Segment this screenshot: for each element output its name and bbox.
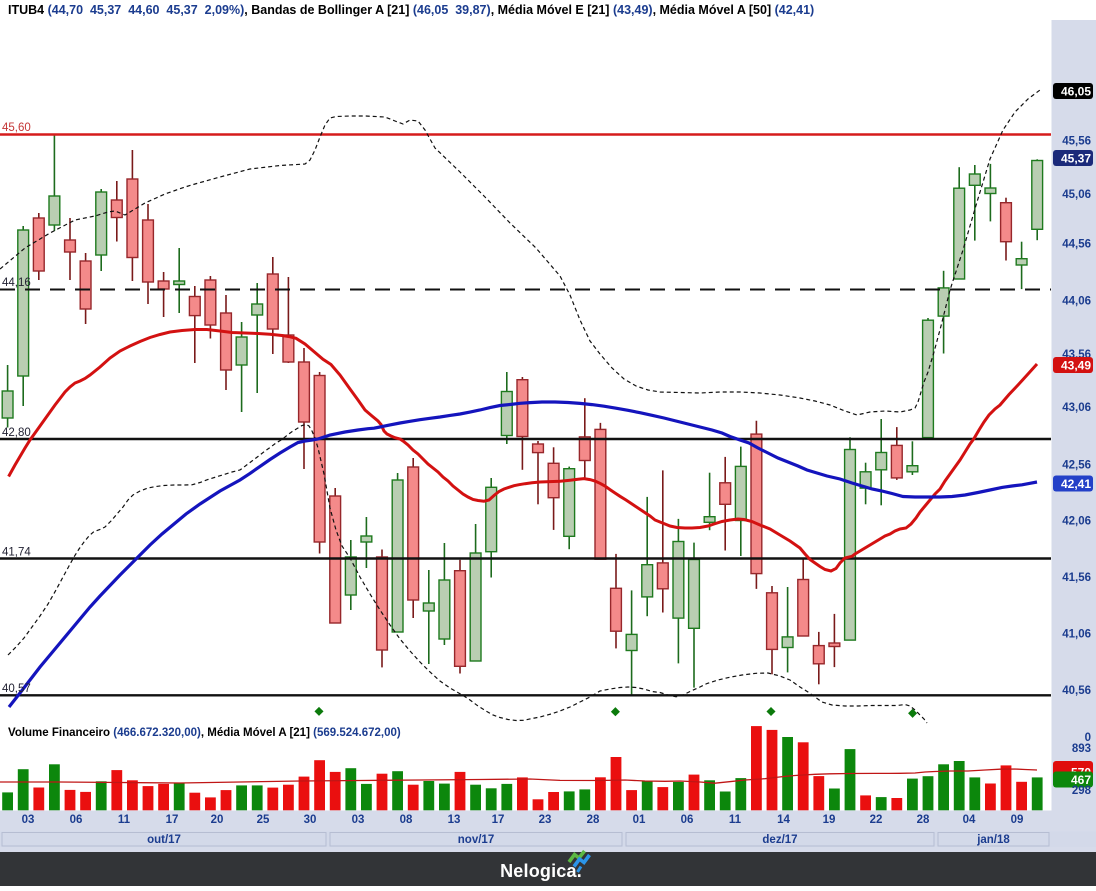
svg-text:11: 11 <box>729 814 742 826</box>
svg-text:13: 13 <box>448 814 461 826</box>
svg-text:Nelogica.: Nelogica. <box>500 861 582 881</box>
svg-text:45,06: 45,06 <box>1062 189 1091 201</box>
svg-text:nov/17: nov/17 <box>458 834 494 846</box>
svg-text:40,56: 40,56 <box>1062 685 1091 697</box>
svg-text:42,56: 42,56 <box>1062 459 1091 471</box>
svg-text:04: 04 <box>963 814 976 826</box>
svg-text:298: 298 <box>1072 785 1092 797</box>
svg-text:44,06: 44,06 <box>1062 295 1091 307</box>
svg-text:out/17: out/17 <box>147 834 181 846</box>
svg-text:22: 22 <box>870 814 883 826</box>
svg-text:28: 28 <box>587 814 600 826</box>
svg-text:44,16: 44,16 <box>2 277 31 289</box>
svg-text:Volume Financeiro (466.672.320: Volume Financeiro (466.672.320,00), Médi… <box>8 727 401 739</box>
svg-text:893: 893 <box>1072 743 1091 755</box>
svg-text:45,37: 45,37 <box>1061 152 1091 166</box>
svg-text:28: 28 <box>917 814 930 826</box>
svg-text:45,60: 45,60 <box>2 122 31 134</box>
svg-text:ITUB4 (44,70 45,37 44,60 45: ITUB4 (44,70 45,37 44,60 45,37 2,09%), B… <box>8 3 814 17</box>
svg-text:46,05: 46,05 <box>1061 85 1091 99</box>
svg-text:42,80: 42,80 <box>2 427 31 439</box>
svg-text:19: 19 <box>823 814 836 826</box>
svg-text:06: 06 <box>681 814 694 826</box>
svg-text:20: 20 <box>211 814 224 826</box>
svg-text:dez/17: dez/17 <box>762 834 797 846</box>
svg-text:41,06: 41,06 <box>1062 629 1091 641</box>
svg-text:41,74: 41,74 <box>2 547 31 559</box>
svg-text:25: 25 <box>257 814 270 826</box>
svg-text:01: 01 <box>633 814 646 826</box>
svg-text:42,41: 42,41 <box>1061 477 1091 491</box>
svg-text:03: 03 <box>22 814 35 826</box>
svg-text:03: 03 <box>352 814 365 826</box>
svg-text:06: 06 <box>70 814 83 826</box>
svg-text:40,57: 40,57 <box>2 683 31 695</box>
svg-text:11: 11 <box>118 814 131 826</box>
svg-text:44,56: 44,56 <box>1062 239 1091 251</box>
svg-text:43,06: 43,06 <box>1062 402 1091 414</box>
svg-text:41,56: 41,56 <box>1062 572 1091 584</box>
svg-text:30: 30 <box>304 814 317 826</box>
svg-text:14: 14 <box>777 814 790 826</box>
svg-text:09: 09 <box>1011 814 1024 826</box>
svg-text:43,49: 43,49 <box>1061 359 1091 373</box>
svg-text:17: 17 <box>492 814 505 826</box>
svg-text:17: 17 <box>166 814 179 826</box>
svg-text:45,56: 45,56 <box>1062 136 1091 148</box>
svg-text:42,06: 42,06 <box>1062 515 1091 527</box>
svg-text:23: 23 <box>539 814 552 826</box>
svg-text:08: 08 <box>400 814 413 826</box>
svg-text:jan/18: jan/18 <box>976 834 1010 846</box>
